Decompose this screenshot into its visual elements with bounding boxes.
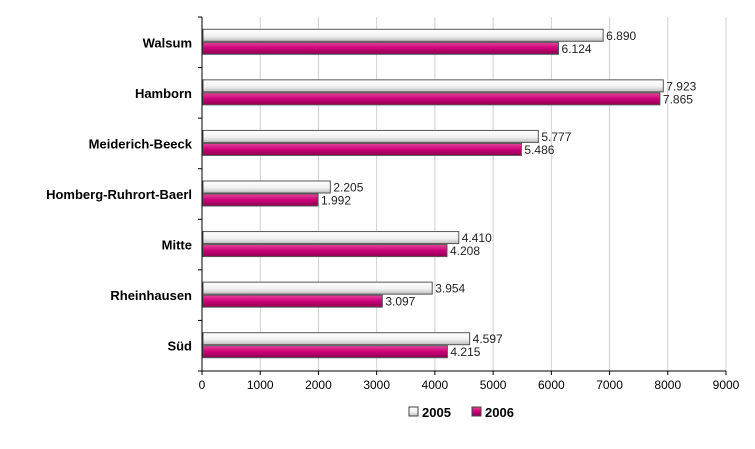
y-tick-label: Meiderich-Beeck xyxy=(89,136,193,151)
x-tick-label: 9000 xyxy=(713,378,740,392)
data-label: 6.890 xyxy=(606,29,636,43)
legend-swatch-2006 xyxy=(471,406,482,417)
data-label: 4.208 xyxy=(450,244,480,258)
bar-2005 xyxy=(202,231,460,245)
data-label: 3.954 xyxy=(435,282,465,296)
data-label: 4.410 xyxy=(462,231,492,245)
y-tick-label: Homberg-Ruhrort-Baerl xyxy=(46,187,192,202)
data-label: 5.777 xyxy=(541,130,571,144)
bar-2006 xyxy=(202,345,448,359)
data-label: 7.923 xyxy=(666,79,696,93)
bar-2006 xyxy=(202,244,448,258)
x-tick-label: 6000 xyxy=(538,378,565,392)
data-label: 6.124 xyxy=(562,42,592,56)
x-tick-label: 4000 xyxy=(422,378,449,392)
data-label: 4.215 xyxy=(450,345,480,359)
axes: 0 1000 2000 3000 4000 5000 6000 7000 8000 9000 Wal… xyxy=(46,16,740,392)
legend-label: 2006 xyxy=(485,405,514,420)
gridlines xyxy=(259,17,727,371)
bar-2006 xyxy=(202,41,560,55)
bar-2005 xyxy=(202,129,539,143)
y-tick-label: Walsum xyxy=(143,35,192,50)
bar-2006 xyxy=(202,92,661,106)
legend: 2005 2006 xyxy=(408,405,514,420)
data-label: 1.992 xyxy=(321,194,351,208)
legend-swatch-2005 xyxy=(408,406,419,417)
bar-2006 xyxy=(202,294,383,308)
x-tick-label: 0 xyxy=(199,378,206,392)
y-tick-label: Hamborn xyxy=(135,86,192,101)
data-label: 7.865 xyxy=(663,92,693,106)
bar-2005 xyxy=(202,332,471,346)
x-tick-label: 2000 xyxy=(305,378,332,392)
y-tick-label: Rheinhausen xyxy=(110,288,192,303)
data-label: 3.097 xyxy=(385,295,415,309)
y-tick-label: Süd xyxy=(167,339,192,354)
y-tick-label: Mitte xyxy=(162,238,192,253)
bar-2006 xyxy=(202,142,522,156)
x-tick-label: 5000 xyxy=(480,378,507,392)
data-label: 4.597 xyxy=(473,332,503,346)
bar-2005 xyxy=(202,180,331,194)
bars xyxy=(202,28,664,359)
bar-2005 xyxy=(202,28,604,42)
x-tick-label: 1000 xyxy=(247,378,274,392)
x-tick-label: 8000 xyxy=(654,378,681,392)
legend-label: 2005 xyxy=(422,405,451,420)
bar-2005 xyxy=(202,281,433,295)
bar-2006 xyxy=(202,193,319,207)
x-tick-label: 3000 xyxy=(363,378,390,392)
data-label: 2.205 xyxy=(333,181,363,195)
bar-2005 xyxy=(202,79,664,93)
x-tick-label: 7000 xyxy=(596,378,623,392)
data-label: 5.486 xyxy=(524,143,554,157)
